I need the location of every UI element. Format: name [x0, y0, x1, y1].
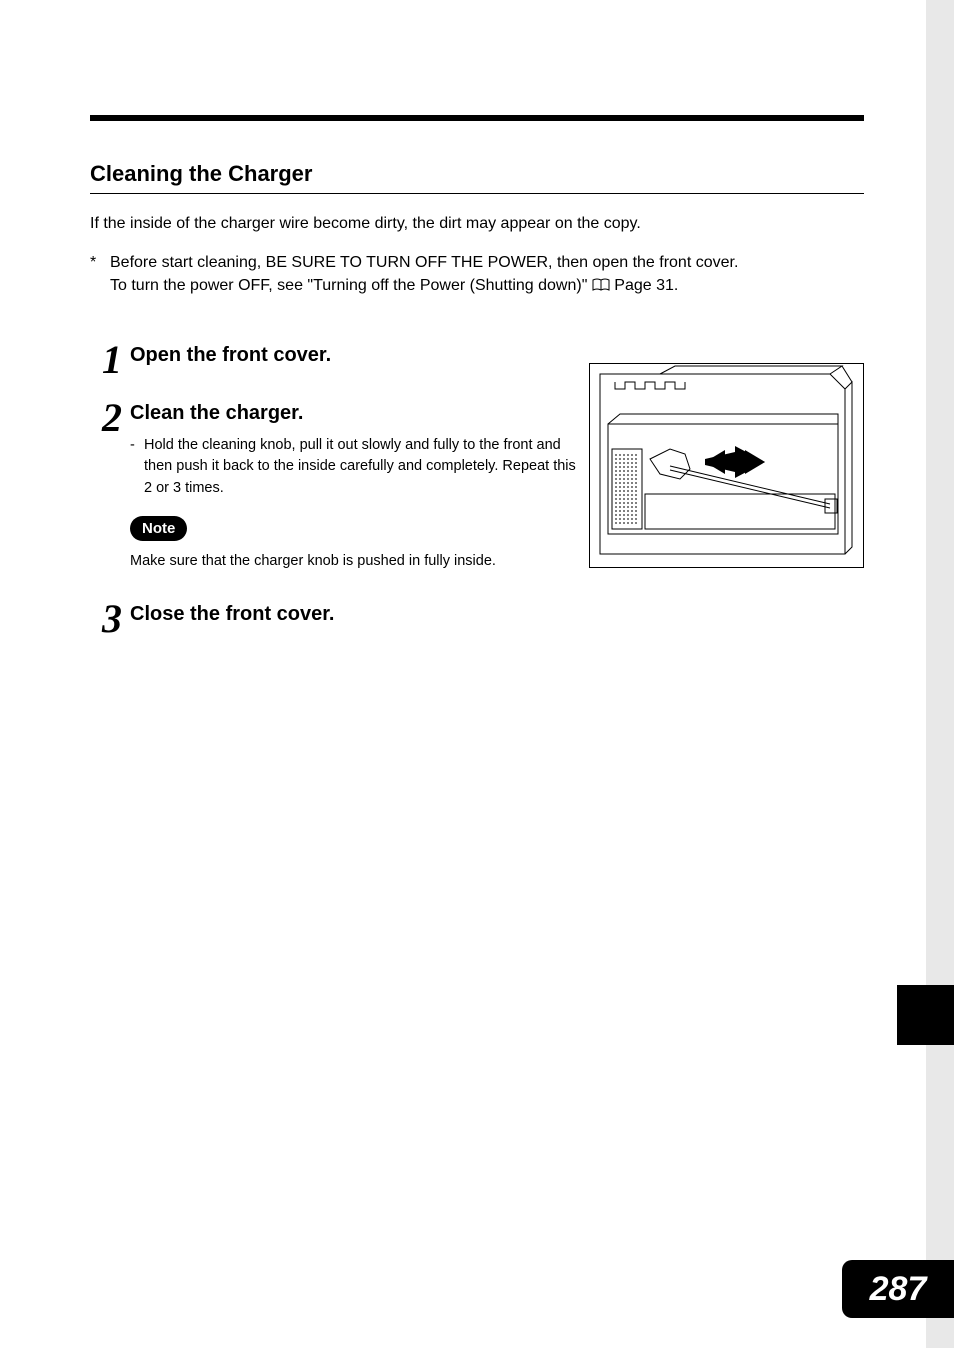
page-number-text: 287 — [870, 1270, 927, 1309]
step-number: 3 — [90, 599, 130, 639]
note-badge: Note — [130, 516, 187, 541]
page-number: 287 — [842, 1260, 954, 1318]
warning-line-2b: Page 31. — [614, 277, 678, 294]
detail-dash: - — [130, 435, 144, 500]
instruction-figure — [589, 363, 864, 568]
page-top-rule — [90, 115, 864, 121]
step-number: 2 — [90, 398, 130, 581]
step-detail-text: Hold the cleaning knob, pull it out slow… — [144, 435, 580, 500]
warning-body: Before start cleaning, BE SURE TO TURN O… — [110, 251, 864, 299]
step-detail: - Hold the cleaning knob, pull it out sl… — [130, 435, 580, 500]
section-title: Cleaning the Charger — [90, 161, 864, 187]
step-body: Close the front cover. — [130, 599, 864, 639]
warning-block: * Before start cleaning, BE SURE TO TURN… — [90, 251, 864, 299]
warning-asterisk: * — [90, 251, 110, 299]
intro-paragraph: If the inside of the charger wire become… — [90, 212, 864, 235]
content-area: Cleaning the Charger If the inside of th… — [0, 0, 954, 639]
book-icon — [592, 276, 610, 299]
step-number: 1 — [90, 340, 130, 380]
warning-line-2a: To turn the power OFF, see "Turning off … — [110, 277, 587, 294]
step-3: 3 Close the front cover. — [90, 599, 864, 639]
step-title: Close the front cover. — [130, 603, 864, 626]
section-title-wrap: Cleaning the Charger — [90, 161, 864, 194]
side-tab — [897, 985, 954, 1045]
warning-line-1: Before start cleaning, BE SURE TO TURN O… — [110, 254, 738, 271]
